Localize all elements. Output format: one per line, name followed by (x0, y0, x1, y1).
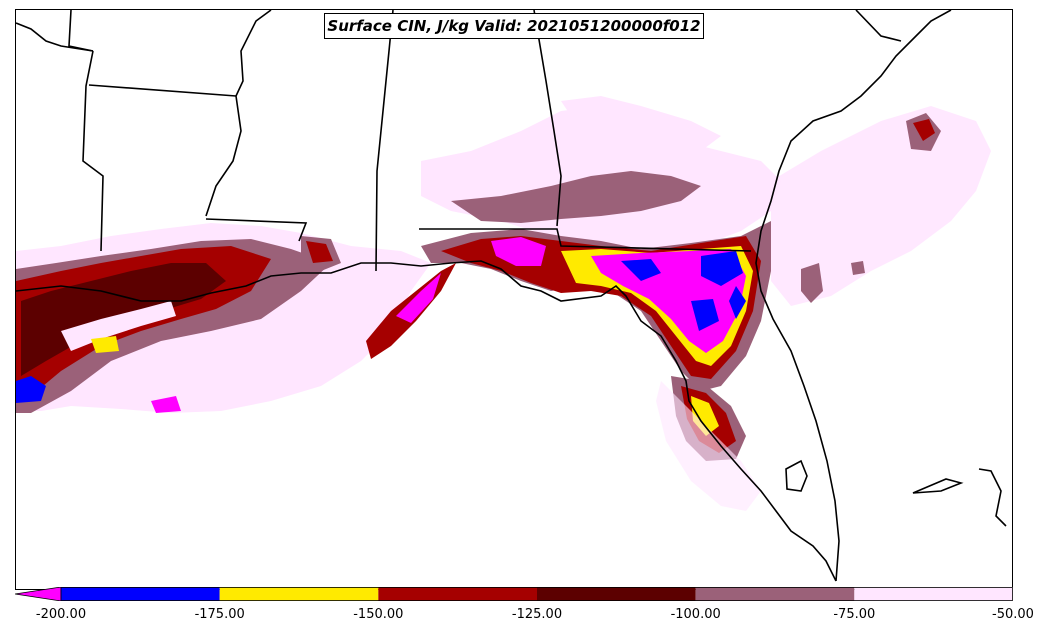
colorbar-bin-1 (219, 587, 379, 601)
cin-map (16, 10, 1007, 582)
cin-region-al-mauve (451, 171, 701, 223)
cin-region-la-blue (16, 376, 46, 403)
map-title: Surface CIN, J/kg Valid: 2021051200000f0… (324, 13, 704, 39)
state-line-la-ms-south (205, 218, 308, 242)
cin-region-fl-magenta (491, 237, 746, 353)
colorbar-bin-5 (854, 587, 1013, 601)
colorbar-tick-label: -100.00 (670, 607, 721, 622)
cin-region-ga-pink (561, 96, 721, 151)
cin-region-atlantic-pink (771, 106, 991, 306)
state-line-ar-ms (88, 84, 237, 97)
state-line-ga-sc (855, 10, 902, 42)
colorbar-tick-label: -200.00 (35, 607, 87, 622)
colorbar-tick-label: -50.00 (992, 607, 1034, 622)
cin-region-la-magenta (151, 396, 181, 413)
cin-region-coast-magenta (396, 273, 441, 323)
cin-region-ms-red (306, 241, 333, 263)
colorbar-tick-label: -75.00 (833, 607, 876, 622)
state-line-tx-ok (68, 10, 94, 52)
coastline-atlantic (755, 10, 952, 582)
cin-shading (16, 96, 991, 511)
state-line-ar-la (82, 50, 104, 252)
colorbar-outline (60, 587, 1013, 601)
state-line-ms-river (205, 10, 272, 217)
cin-region-gulf-west-pink-holes (61, 301, 176, 351)
colorbar-tick-label: -175.00 (194, 607, 245, 622)
colorbar-bin-0 (61, 587, 220, 601)
colorbar-tick-label: -125.00 (511, 607, 563, 622)
cin-region-fl-blue (621, 251, 746, 331)
state-line-al-ga (533, 10, 562, 227)
cin-region-la-yellow (91, 336, 119, 353)
bahamas-coast (912, 468, 1007, 527)
colorbar-tick-label: -150.00 (353, 607, 404, 622)
state-line-ms-al (375, 10, 394, 272)
boundaries (16, 10, 1007, 582)
colorbar-underflow-triangle (15, 587, 62, 601)
colorbar-bin-3 (537, 587, 696, 601)
colorbar (15, 587, 1013, 601)
coastline-gulf (16, 260, 837, 582)
colorbar-bin-2 (378, 587, 537, 601)
cin-region-fl-south-pink (656, 381, 761, 511)
lake-okeechobee (785, 459, 808, 492)
state-line-fl-al (419, 228, 752, 252)
map-panel (15, 9, 1013, 590)
cin-region-atlantic-red (913, 119, 935, 141)
state-line-ar-ne (16, 22, 94, 52)
colorbar-bin-4 (695, 587, 855, 601)
